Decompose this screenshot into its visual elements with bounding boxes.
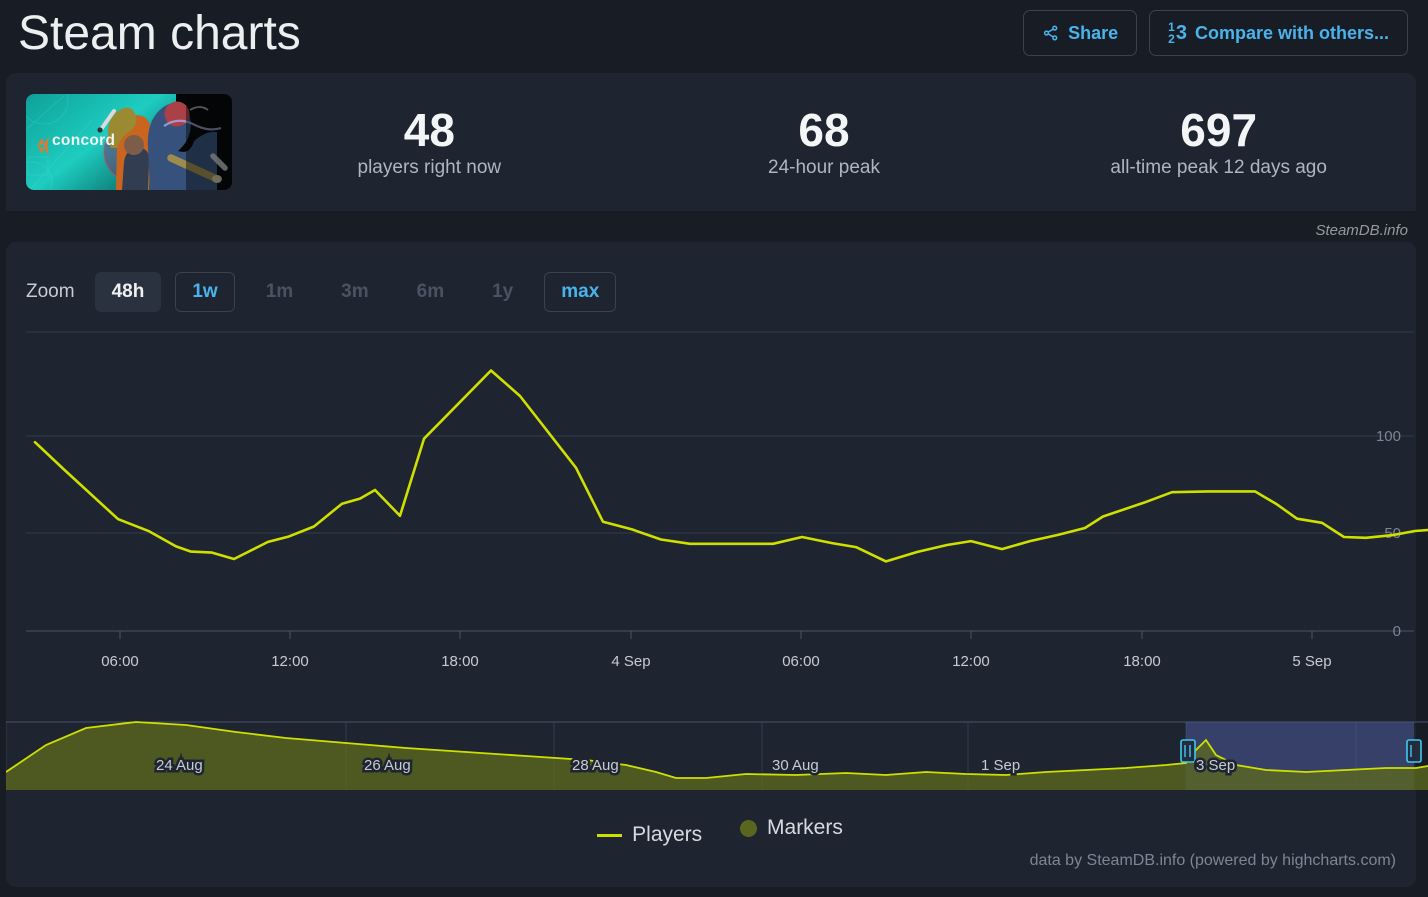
svg-text:3 Sep: 3 Sep [1196,757,1235,774]
svg-text:concord: concord [52,132,115,149]
svg-text:06:00: 06:00 [101,653,139,670]
svg-text:0: 0 [1393,623,1401,640]
svg-text:100: 100 [1376,428,1401,445]
svg-text:28 Aug: 28 Aug [572,757,619,774]
svg-text:18:00: 18:00 [1123,653,1161,670]
svg-text:1 Sep: 1 Sep [981,757,1020,774]
svg-text:5 Sep: 5 Sep [1292,653,1331,670]
svg-text:06:00: 06:00 [782,653,820,670]
svg-text:24 Aug: 24 Aug [156,757,203,774]
svg-text:12:00: 12:00 [271,653,309,670]
svg-text:18:00: 18:00 [441,653,479,670]
svg-text:30 Aug: 30 Aug [772,757,819,774]
svg-text:12:00: 12:00 [952,653,990,670]
svg-text:26 Aug: 26 Aug [364,757,411,774]
svg-text:4 Sep: 4 Sep [611,653,650,670]
